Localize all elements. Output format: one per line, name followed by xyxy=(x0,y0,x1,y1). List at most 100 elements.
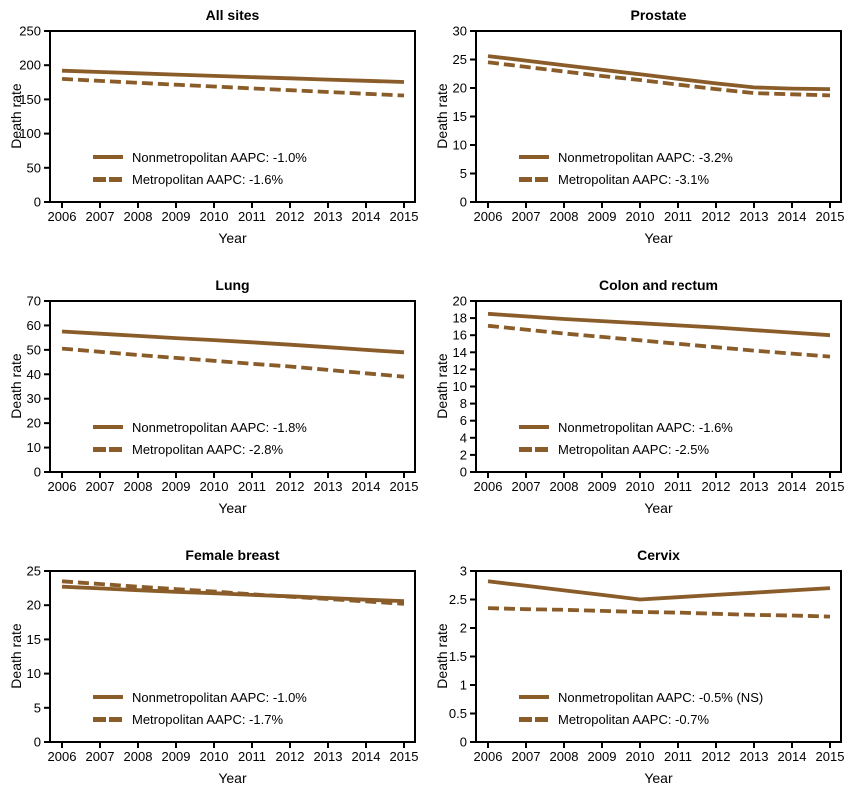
x-tick-label: 2014 xyxy=(778,749,807,764)
y-tick-label: 100 xyxy=(19,126,41,141)
y-tick-label: 10 xyxy=(27,440,41,455)
legend: Nonmetropolitan AAPC: -1.0% Metropolitan… xyxy=(93,146,307,190)
dashed-line-swatch xyxy=(93,716,123,722)
x-tick-label: 2011 xyxy=(664,479,692,494)
solid-line-swatch xyxy=(93,425,123,429)
x-tick-label: 2006 xyxy=(474,749,503,764)
x-tick-label: 2007 xyxy=(512,209,541,224)
y-tick-label: 0 xyxy=(34,735,41,750)
solid-line-swatch xyxy=(93,695,123,699)
y-tick-label: 1 xyxy=(460,678,467,693)
x-tick-label: 2011 xyxy=(664,749,692,764)
y-tick-label: 25 xyxy=(27,564,41,579)
x-tick-label: 2007 xyxy=(86,479,115,494)
legend-label: Metropolitan AAPC: -1.6% xyxy=(132,171,284,187)
plot-border xyxy=(49,570,416,743)
y-tick-label: 20 xyxy=(453,294,467,309)
y-tick-label: 25 xyxy=(453,52,467,67)
female-breast-nonmetropolitan-line xyxy=(61,584,405,603)
x-tick-label: 2012 xyxy=(276,479,305,494)
plot-border xyxy=(49,30,416,203)
solid-line-swatch xyxy=(519,155,549,159)
x-tick-label: 2008 xyxy=(124,209,153,224)
chart-plot: 0 10 20 30 40 50 60 70 2006 2007 2008 2009 2010 2011 2… xyxy=(27,294,419,495)
chart-plot: 0 2 4 6 8 10 12 14 16 18 20 2006 2007 2008 2009 2010 201… xyxy=(453,294,845,495)
x-tick-label: 2015 xyxy=(390,209,419,224)
y-tick-label: 150 xyxy=(19,92,41,107)
y-tick-label: 0 xyxy=(34,465,41,480)
x-tick-label: 2012 xyxy=(276,209,305,224)
x-axis-label: Year xyxy=(644,770,673,786)
x-tick-label: 2015 xyxy=(816,209,845,224)
panel-colon-and-rectum: Colon and rectum Death rate 0 2 4 6 8 10 12 14 1… xyxy=(426,270,852,540)
dashed-line-swatch xyxy=(93,446,123,452)
y-tick-label: 2 xyxy=(460,447,467,462)
x-axis-label: Year xyxy=(218,230,247,246)
chart-plot: 0 0.5 1 1.5 2 2.5 3 2006 2007 2008 2009 2010 2011 201… xyxy=(449,564,845,765)
x-tick-label: 2014 xyxy=(352,479,381,494)
x-tick-label: 2013 xyxy=(740,749,769,764)
x-tick-label: 2006 xyxy=(48,209,77,224)
x-tick-label: 2008 xyxy=(124,479,153,494)
cervix-metropolitan-line xyxy=(487,606,831,619)
y-tick-label: 15 xyxy=(27,632,41,647)
x-tick-label: 2015 xyxy=(390,479,419,494)
dashed-line-swatch xyxy=(93,176,123,182)
y-tick-label: 20 xyxy=(27,416,41,431)
y-tick-label: 20 xyxy=(27,598,41,613)
y-tick-label: 5 xyxy=(34,700,41,715)
y-tick-label: 0 xyxy=(460,465,467,480)
x-tick-label: 2011 xyxy=(238,209,266,224)
y-tick-label: 18 xyxy=(453,311,467,326)
chart-title: All sites xyxy=(205,7,260,23)
x-tick-label: 2007 xyxy=(86,749,115,764)
y-tick-label: 12 xyxy=(453,362,467,377)
colon-and-rectum-nonmetropolitan-line xyxy=(487,311,831,338)
y-tick-label: 16 xyxy=(453,328,467,343)
y-tick-label: 0 xyxy=(460,735,467,750)
legend-label: Nonmetropolitan AAPC: -1.0% xyxy=(132,689,307,705)
x-tick-label: 2014 xyxy=(352,209,381,224)
x-axis-label: Year xyxy=(644,500,673,516)
y-tick-label: 3 xyxy=(460,564,467,579)
x-tick-label: 2011 xyxy=(238,749,266,764)
legend-item-metropolitan: Metropolitan AAPC: -0.7% xyxy=(519,708,763,730)
x-tick-label: 2014 xyxy=(352,749,381,764)
y-tick-label: 1.5 xyxy=(449,649,467,664)
y-tick-label: 4 xyxy=(460,430,467,445)
x-tick-label: 2013 xyxy=(740,209,769,224)
y-tick-label: 14 xyxy=(453,345,467,360)
y-tick-label: 70 xyxy=(27,294,41,309)
legend-item-nonmetropolitan: Nonmetropolitan AAPC: -1.6% xyxy=(519,416,733,438)
y-tick-label: 60 xyxy=(27,318,41,333)
chart-title: Prostate xyxy=(630,7,687,23)
y-tick-label: 8 xyxy=(460,396,467,411)
y-tick-label: 5 xyxy=(460,166,467,181)
legend-item-nonmetropolitan: Nonmetropolitan AAPC: -1.0% xyxy=(93,146,307,168)
x-tick-label: 2007 xyxy=(512,479,541,494)
x-tick-label: 2010 xyxy=(200,479,229,494)
legend-label: Metropolitan AAPC: -1.7% xyxy=(132,711,284,727)
y-tick-label: 2 xyxy=(460,621,467,636)
x-tick-label: 2013 xyxy=(314,479,343,494)
y-tick-label: 30 xyxy=(453,24,467,39)
legend-label: Metropolitan AAPC: -2.5% xyxy=(558,441,710,457)
panel-lung: Lung Death rate 0 10 20 30 40 50 60 70 2006 2007 2… xyxy=(0,270,426,540)
x-tick-label: 2012 xyxy=(276,749,305,764)
legend-item-nonmetropolitan: Nonmetropolitan AAPC: -1.8% xyxy=(93,416,307,438)
y-tick-label: 50 xyxy=(27,160,41,175)
panel-cervix: Cervix Death rate 0 0.5 1 1.5 2 2.5 3 2006 2007 2… xyxy=(426,540,852,810)
chart-plot: 0 5 10 15 20 25 30 2006 2007 2008 2009 2010 2011 2012… xyxy=(453,24,845,225)
x-tick-label: 2009 xyxy=(162,479,191,494)
x-tick-label: 2009 xyxy=(588,479,617,494)
all-sites-nonmetropolitan-line xyxy=(61,68,405,84)
legend-label: Nonmetropolitan AAPC: -1.0% xyxy=(132,149,307,165)
x-tick-label: 2008 xyxy=(550,209,579,224)
legend-item-metropolitan: Metropolitan AAPC: -2.8% xyxy=(93,438,307,460)
x-tick-label: 2008 xyxy=(550,479,579,494)
y-tick-label: 50 xyxy=(27,342,41,357)
chart-plot: 0 50 100 150 200 250 2006 2007 2008 2009 2010 2011 2… xyxy=(19,24,419,225)
x-axis-label: Year xyxy=(218,770,247,786)
x-tick-label: 2015 xyxy=(816,479,845,494)
